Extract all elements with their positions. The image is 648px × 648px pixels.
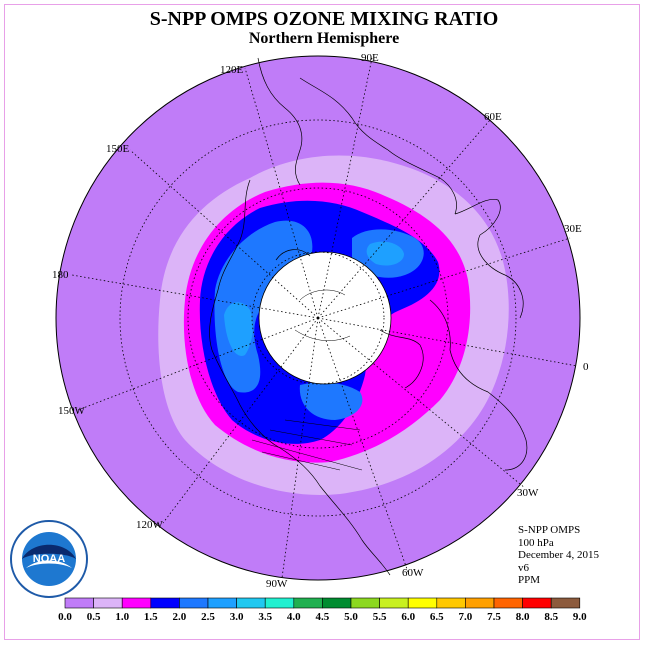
info-block: S-NPP OMPS 100 hPa December 4, 2015 v6 P… (518, 524, 599, 587)
lon-label-150e: 150E (106, 143, 130, 155)
legend-swatch (407, 597, 438, 609)
info-level: 100 hPa (518, 536, 554, 549)
coastlines (209, 57, 528, 576)
legend-tick-label: 5.5 (373, 611, 387, 623)
color-legend: 0.0 0.5 1.0 1.5 2.0 2.5 3.0 3.5 4.0 4.5 5.0 5.5 6.0 6… (58, 597, 587, 623)
legend-tick-label: 1.5 (144, 611, 158, 623)
map-subtitle: Northern Hemisphere (248, 30, 400, 47)
legend-tick-label: 4.5 (316, 611, 330, 623)
legend-tick-label: 5.0 (344, 611, 358, 623)
legend-tick-label: 2.5 (201, 611, 215, 623)
legend-swatch (93, 597, 123, 609)
legend-swatch (465, 597, 495, 609)
legend-tick-label: 7.0 (459, 611, 473, 623)
legend-tick-label: 0.5 (87, 611, 101, 623)
info-version: v6 (518, 561, 529, 574)
legend-tick-label: 1.0 (115, 611, 129, 623)
lon-label-90w: 90W (266, 578, 288, 590)
legend-tick-label: 6.5 (430, 611, 444, 623)
legend-tick-label: 2.0 (173, 611, 187, 623)
ozone-region-2.5-3.0 (224, 302, 253, 356)
legend-swatch (436, 597, 466, 609)
noaa-logo-text: NOAA (33, 553, 65, 565)
legend-swatch (150, 597, 180, 609)
legend-swatch (493, 597, 523, 609)
legend-swatch (264, 597, 295, 609)
legend-swatch (179, 597, 209, 609)
legend-swatch (550, 597, 581, 609)
legend-tick-label: 9.0 (573, 611, 587, 623)
ozone-region-2.5-3.0-east (366, 241, 404, 266)
legend-tick-label: 4.0 (287, 611, 301, 623)
legend-swatch (322, 597, 352, 609)
ozone-region-2.0-2.5-south (299, 382, 363, 420)
lon-label-0: 0 (583, 361, 589, 373)
lon-label-90e: 90E (361, 52, 379, 64)
lon-label-30w: 30W (517, 487, 539, 499)
legend-tick-label: 3.0 (230, 611, 244, 623)
legend-swatch (64, 597, 94, 609)
graticule (71, 57, 578, 579)
lon-label-60e: 60E (484, 111, 502, 123)
legend-tick-label: 7.5 (487, 611, 501, 623)
legend-swatch (293, 597, 323, 609)
info-units: PPM (518, 574, 541, 586)
no-data-polar-region (258, 251, 392, 385)
lon-label-180: 180 (52, 269, 69, 281)
legend-swatch (350, 597, 380, 609)
legend-swatch (207, 597, 237, 609)
legend-tick-label: 0.0 (58, 611, 72, 623)
legend-tick-label: 6.0 (401, 611, 415, 623)
map-boundary (55, 55, 581, 581)
lon-label-30e: 30E (564, 223, 582, 235)
lon-label-60w: 60W (402, 567, 424, 579)
image-frame (4, 4, 640, 640)
legend-swatch (379, 597, 409, 609)
legend-swatch (121, 597, 152, 609)
info-date: December 4, 2015 (518, 549, 599, 561)
map-title: S-NPP OMPS OZONE MIXING RATIO (149, 8, 499, 30)
legend-swatch (522, 597, 552, 609)
lon-label-150w: 150W (58, 405, 86, 417)
legend-tick-label: 3.5 (258, 611, 272, 623)
noaa-logo: NOAA (10, 520, 88, 598)
lon-label-120w: 120W (136, 519, 164, 531)
lon-label-120e: 120E (220, 64, 244, 76)
legend-tick-label: 8.5 (544, 611, 558, 623)
legend-tick-label: 8.0 (516, 611, 530, 623)
legend-swatch (236, 597, 266, 609)
info-instrument: S-NPP OMPS (518, 524, 581, 536)
